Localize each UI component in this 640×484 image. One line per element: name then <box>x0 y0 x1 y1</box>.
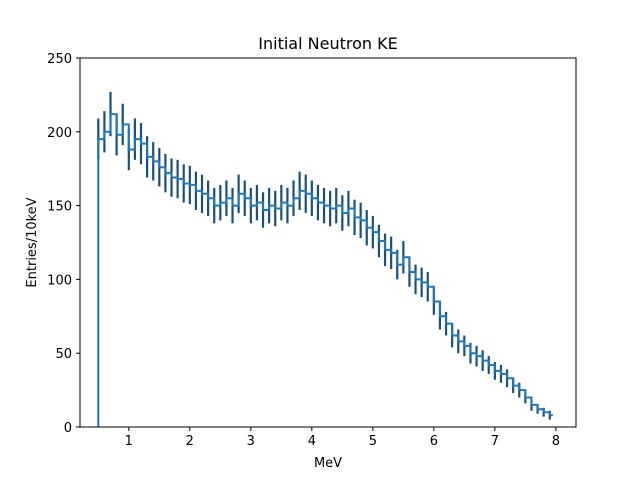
data-point <box>494 370 496 372</box>
data-point <box>225 197 228 200</box>
data-point <box>372 231 374 233</box>
data-point <box>530 404 533 406</box>
data-point <box>426 285 429 288</box>
data-point <box>402 256 405 259</box>
data-point <box>451 334 453 337</box>
x-tick-label: 8 <box>552 434 560 449</box>
x-tick-label: 6 <box>430 434 438 449</box>
data-point <box>201 192 203 195</box>
data-point <box>170 176 173 179</box>
y-tick-label: 0 <box>64 421 72 436</box>
data-point <box>365 226 368 229</box>
data-point <box>231 204 234 207</box>
data-point <box>146 156 148 158</box>
data-point <box>262 209 264 211</box>
data-point <box>134 138 136 140</box>
data-point <box>323 204 325 207</box>
data-point <box>542 411 545 414</box>
data-point <box>189 184 191 186</box>
data-point <box>109 113 112 115</box>
data-point <box>457 340 460 343</box>
y-tick-label: 250 <box>47 52 72 67</box>
data-point <box>317 201 319 204</box>
data-point <box>347 207 350 210</box>
data-point <box>329 207 331 210</box>
data-point <box>500 373 502 375</box>
y-tick-label: 150 <box>47 200 72 215</box>
data-point <box>433 300 435 303</box>
data-point <box>164 172 167 174</box>
data-point <box>469 352 472 355</box>
data-point <box>396 263 399 266</box>
x-axis: 1 2 3 4 5 6 7 8 <box>125 427 560 449</box>
y-tick-label: 50 <box>55 347 72 362</box>
data-point <box>475 355 478 357</box>
data-point <box>487 364 490 366</box>
data-point <box>115 133 118 136</box>
y-axis-label: Entries/10keV <box>25 197 40 287</box>
y-tick-label: 200 <box>47 126 72 141</box>
x-tick-label: 5 <box>369 434 377 449</box>
data-point <box>237 192 240 195</box>
data-point <box>274 207 277 210</box>
data-point <box>292 197 295 200</box>
data-point <box>524 396 527 399</box>
data-point <box>304 192 307 195</box>
data-point <box>536 408 539 411</box>
x-tick-label: 2 <box>186 434 194 449</box>
y-axis: 0 50 100 150 200 250 <box>47 52 80 436</box>
plot-frame <box>79 57 577 428</box>
data-point <box>414 278 417 281</box>
data-point <box>97 138 100 140</box>
data-point <box>219 201 222 204</box>
data-point <box>140 142 142 145</box>
data-point <box>298 190 301 192</box>
data-point <box>182 182 185 185</box>
data-point <box>463 345 466 347</box>
data-point <box>506 377 508 380</box>
data-point <box>286 204 289 207</box>
data-point <box>512 384 514 387</box>
data-point <box>420 281 423 284</box>
data-point <box>176 178 179 180</box>
x-tick-label: 4 <box>308 434 316 449</box>
data-point <box>353 216 356 219</box>
data-point <box>195 190 197 192</box>
data-point <box>243 197 246 200</box>
data-point <box>268 204 270 207</box>
data-point <box>121 123 124 126</box>
data-point <box>250 204 252 207</box>
data-point <box>408 271 411 273</box>
x-axis-label: MeV <box>314 456 342 471</box>
data-point <box>390 252 392 254</box>
data-point <box>384 249 386 251</box>
data-point <box>359 219 362 222</box>
data-point <box>207 197 209 200</box>
series-group <box>97 113 553 427</box>
data-point <box>152 160 155 163</box>
x-tick-label: 7 <box>491 434 499 449</box>
data-point <box>335 204 338 207</box>
data-point <box>548 414 551 416</box>
data-point <box>341 212 344 214</box>
x-tick-label: 3 <box>247 434 255 449</box>
x-tick-label: 1 <box>125 434 133 449</box>
data-point <box>481 359 484 362</box>
data-point <box>213 204 216 207</box>
data-point <box>439 315 441 318</box>
data-point <box>445 322 447 325</box>
y-tick-label: 100 <box>47 273 72 288</box>
data-point <box>311 197 313 200</box>
data-point <box>378 240 380 242</box>
data-point <box>280 201 283 204</box>
data-point <box>103 131 106 133</box>
data-point <box>518 389 521 391</box>
data-point <box>158 166 161 169</box>
data-point <box>128 148 130 151</box>
chart-title: Initial Neutron KE <box>258 34 397 53</box>
data-point <box>256 201 258 204</box>
